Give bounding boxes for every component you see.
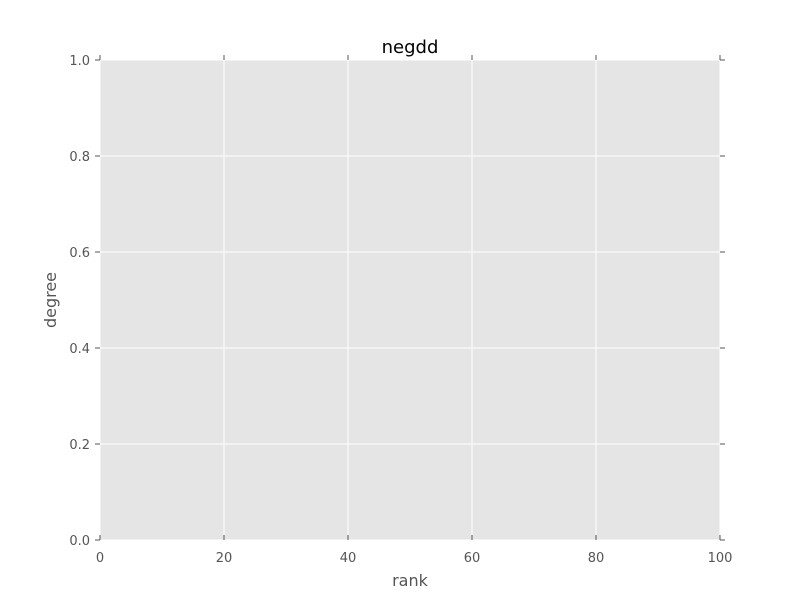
x-tick-label: 40 [340, 551, 357, 566]
chart-title: negdd [382, 37, 439, 58]
x-tick-label: 80 [588, 551, 605, 566]
x-tick-label: 60 [464, 551, 481, 566]
y-tick-label: 0.4 [69, 342, 90, 357]
y-tick-label: 0.8 [69, 150, 90, 165]
y-tick-label: 0.2 [69, 438, 90, 453]
y-tick-label: 0.6 [69, 246, 90, 261]
x-tick-label: 100 [708, 551, 733, 566]
x-tick-labels: 0 20 40 60 80 100 [96, 551, 733, 566]
y-tick-label: 1.0 [69, 54, 90, 69]
y-axis-label: degree [41, 272, 60, 328]
y-tick-labels: 0.0 0.2 0.4 0.6 0.8 1.0 [69, 54, 90, 549]
plot-area [100, 60, 720, 540]
x-tick-label: 20 [216, 551, 233, 566]
x-tick-label: 0 [96, 551, 104, 566]
grid [99, 59, 721, 541]
ticks [95, 55, 725, 541]
x-axis-label: rank [392, 571, 429, 590]
y-tick-label: 0.0 [69, 534, 90, 549]
